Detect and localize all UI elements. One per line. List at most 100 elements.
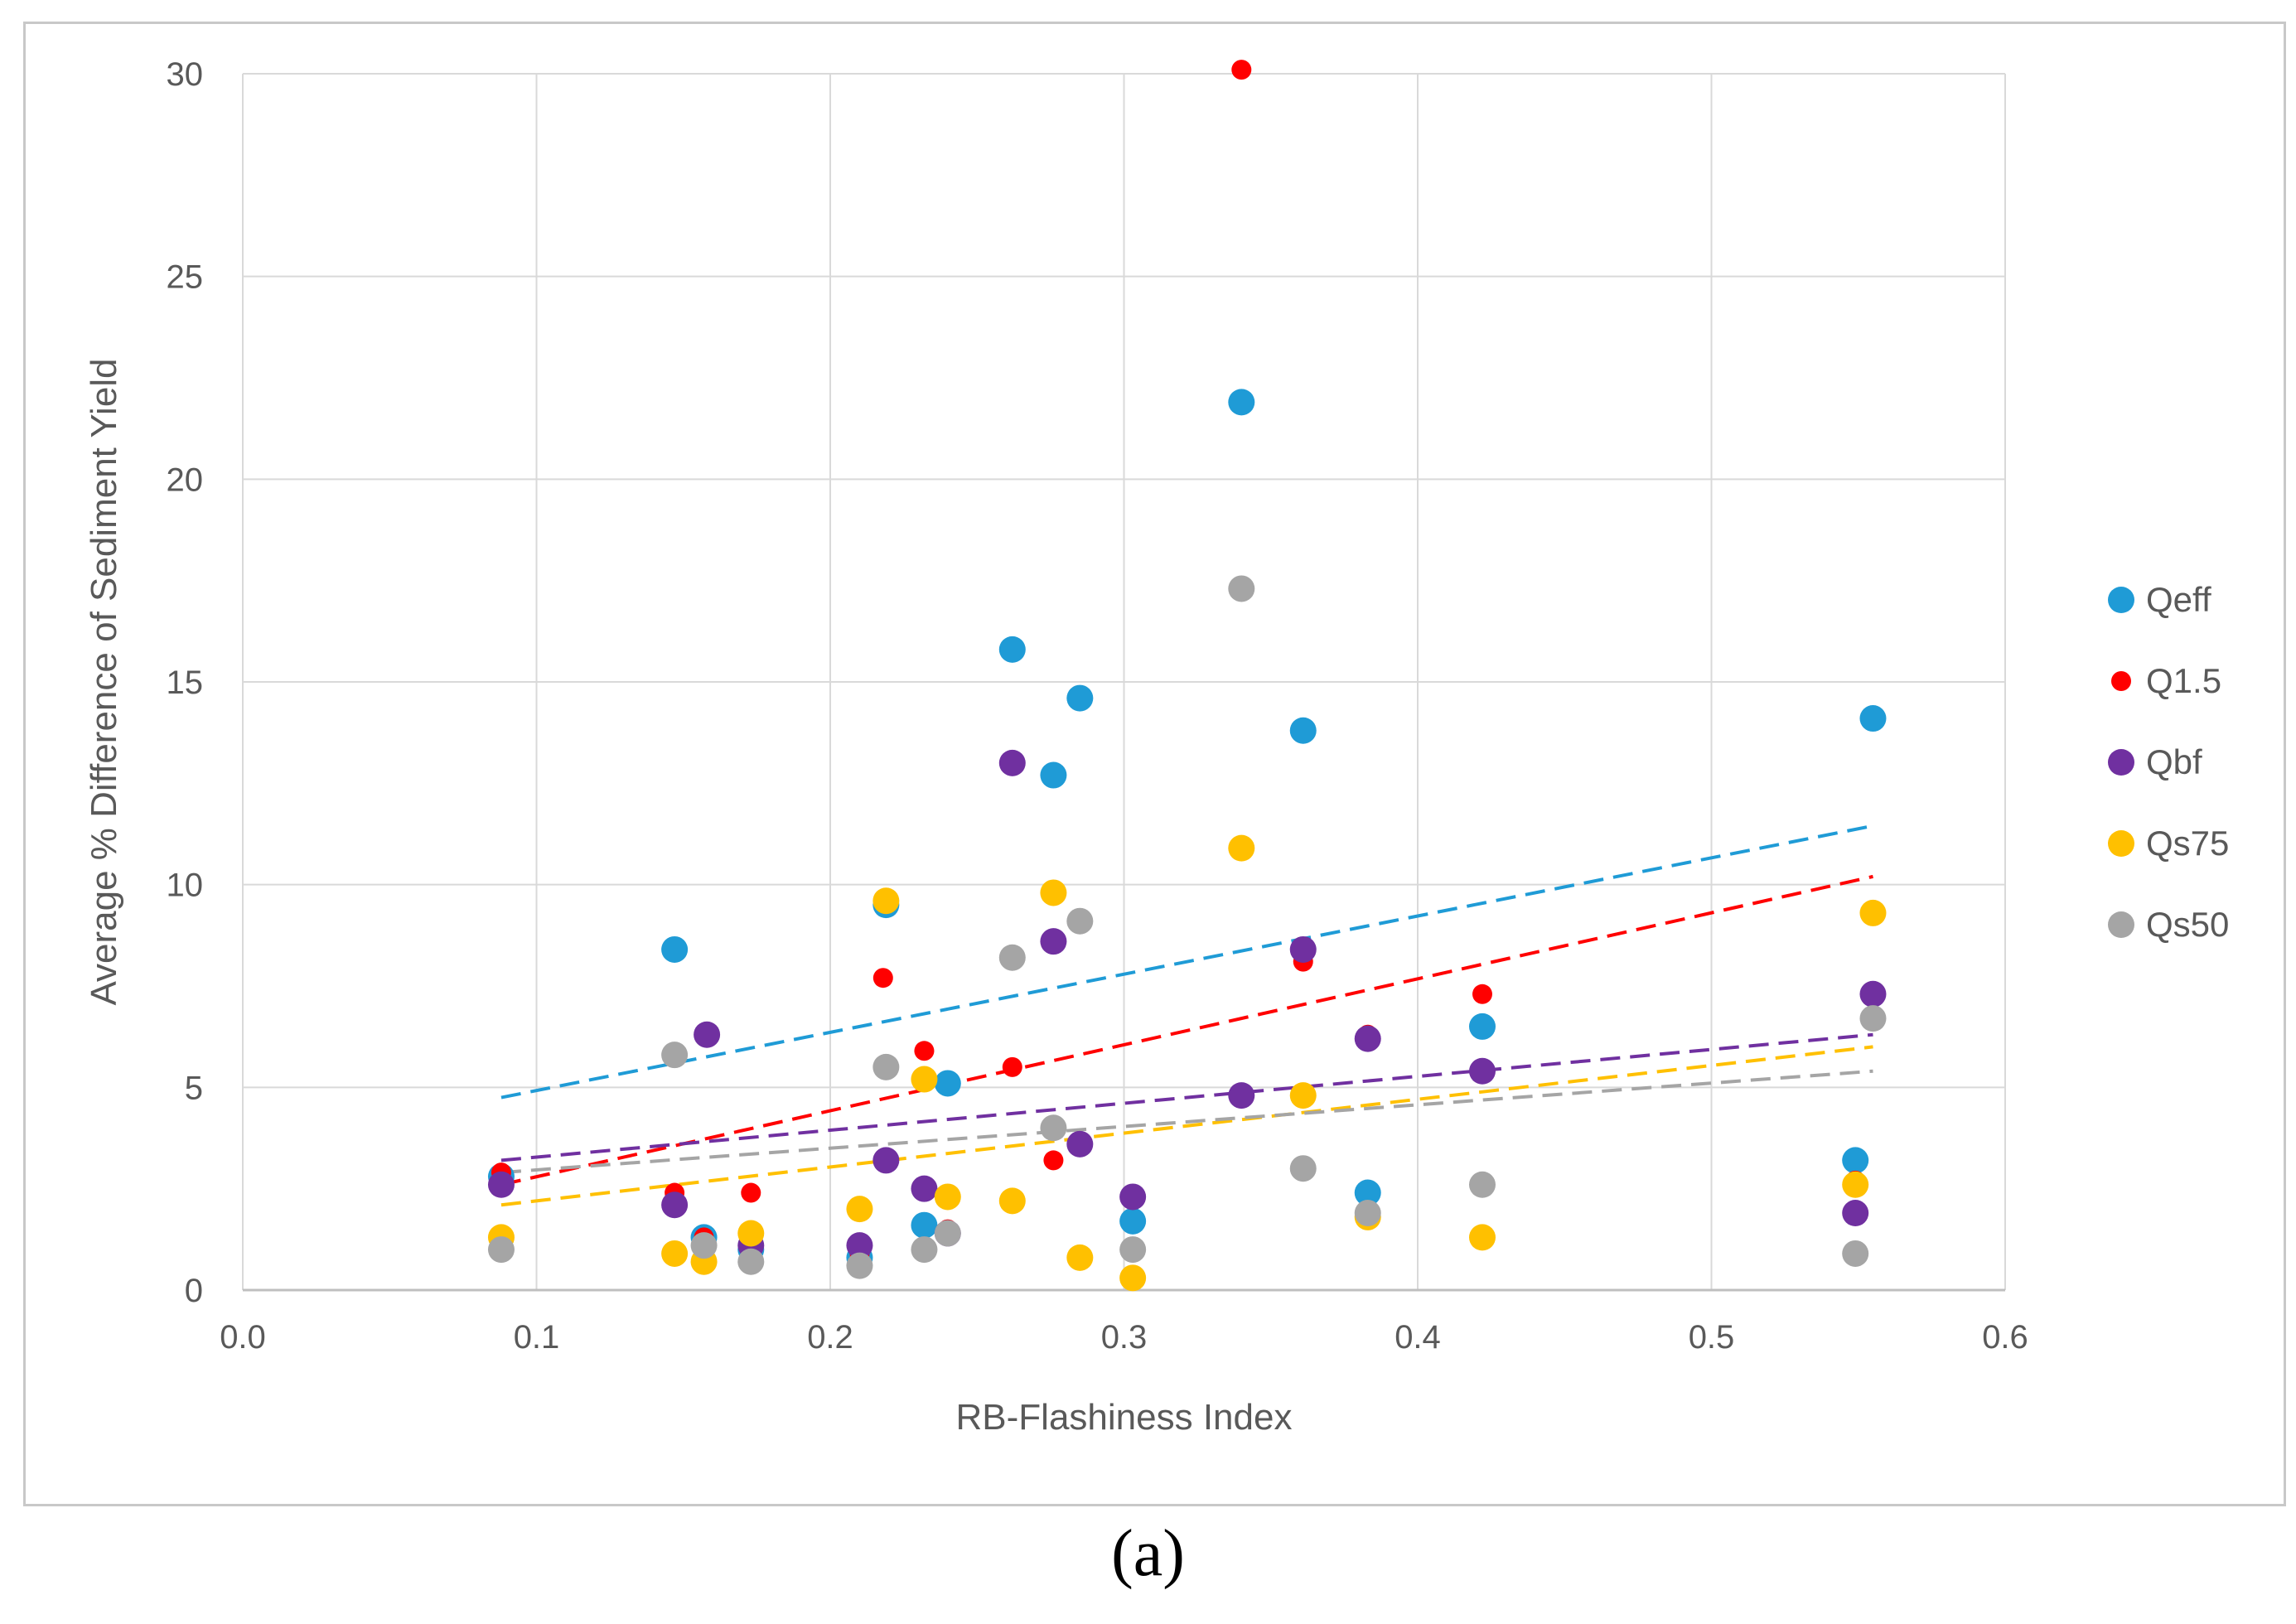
point-qs75: [1228, 834, 1255, 862]
point-qs75: [1859, 899, 1887, 926]
legend-label: Qs50: [2146, 905, 2229, 944]
point-qs50: [998, 944, 1026, 971]
point-qbf: [872, 1147, 900, 1174]
legend-marker: [2108, 830, 2134, 857]
point-qeff: [661, 935, 689, 963]
y-tick-label: 10: [167, 868, 204, 904]
point-qbf: [1354, 1025, 1381, 1052]
legend-label: Q1.5: [2146, 661, 2221, 700]
point-qs75: [661, 1240, 689, 1267]
point-q15: [1472, 984, 1492, 1004]
point-q15: [914, 1041, 935, 1061]
point-qs75: [1289, 1082, 1317, 1109]
x-tick-label: 0.5: [1689, 1319, 1735, 1356]
point-qs50: [661, 1042, 689, 1069]
x-tick-label: 0.4: [1395, 1319, 1441, 1356]
point-qeff: [1354, 1179, 1381, 1206]
point-qbf: [1289, 935, 1317, 963]
y-axis-title: Average % Difference of Sediment Yield: [84, 358, 124, 1005]
point-qs50: [737, 1248, 765, 1275]
x-tick-label: 0.1: [514, 1319, 560, 1356]
legend-label: Qs75: [2146, 824, 2229, 863]
point-qs75: [911, 1066, 938, 1093]
point-qeff: [1040, 761, 1067, 789]
point-qbf: [661, 1191, 689, 1219]
y-tick-label: 25: [167, 259, 204, 296]
point-qbf: [846, 1232, 873, 1259]
point-qs75: [1040, 879, 1067, 906]
grid-lines: [242, 73, 2006, 1290]
point-qs50: [1468, 1171, 1496, 1198]
x-axis-title: RB-Flashiness Index: [956, 1397, 1293, 1438]
legend-marker: [2108, 911, 2134, 938]
point-qs50: [846, 1252, 873, 1279]
point-qs75: [1468, 1224, 1496, 1251]
point-qeff: [1859, 705, 1887, 732]
point-q15: [872, 968, 893, 988]
point-qeff: [1066, 684, 1094, 712]
point-qbf: [1040, 928, 1067, 955]
point-qs50: [487, 1236, 515, 1264]
point-qbf: [998, 749, 1026, 776]
point-qeff: [1842, 1147, 1869, 1174]
point-qeff: [911, 1211, 938, 1239]
trendline-qeff: [500, 824, 1873, 1100]
point-qs50: [934, 1220, 961, 1247]
trendline-qs75: [500, 1045, 1873, 1207]
point-qbf: [694, 1021, 721, 1048]
trendline-q15: [500, 874, 1873, 1187]
point-q15: [1043, 1150, 1064, 1171]
point-qbf: [1468, 1057, 1496, 1085]
point-qs50: [1119, 1236, 1147, 1264]
point-qs75: [846, 1196, 873, 1223]
data-points: [487, 60, 1887, 1292]
legend-marker: [2108, 587, 2134, 613]
x-tick-label: 0.0: [220, 1319, 266, 1356]
point-qs50: [911, 1236, 938, 1264]
legend: Qeff Q1.5 Qbf Qs75 Qs50: [2108, 580, 2229, 944]
point-q15: [1002, 1056, 1022, 1077]
trendline-qs50: [500, 1069, 1873, 1175]
y-tick-label: 20: [167, 462, 204, 498]
point-qeff: [1468, 1013, 1496, 1040]
y-tick-label: 15: [167, 665, 204, 701]
point-q15: [741, 1182, 761, 1203]
x-tick-label: 0.3: [1101, 1319, 1148, 1356]
y-tick-label: 30: [167, 56, 204, 93]
point-qs75: [737, 1220, 765, 1247]
point-qeff: [998, 636, 1026, 663]
point-qs50: [1289, 1155, 1317, 1182]
point-q15: [1231, 60, 1252, 80]
point-qeff: [1119, 1207, 1147, 1235]
point-qs50: [1842, 1240, 1869, 1267]
point-qeff: [1228, 389, 1255, 416]
legend-marker: [2108, 749, 2134, 776]
point-qs75: [934, 1183, 961, 1211]
trend-lines: [500, 824, 1873, 1207]
point-qbf: [1119, 1183, 1147, 1211]
point-qs75: [1842, 1171, 1869, 1198]
point-qs50: [690, 1232, 718, 1259]
point-qs50: [1228, 575, 1255, 602]
legend-label: Qeff: [2146, 580, 2211, 619]
point-qs50: [1859, 1005, 1887, 1032]
y-tick-label: 5: [185, 1070, 203, 1106]
tick-labels: 0 5 10 15 20 25 30 0.0 0.1 0.2 0.3 0.4 0.5 0.6: [167, 56, 2028, 1356]
x-tick-label: 0.2: [807, 1319, 853, 1356]
legend-label: Qbf: [2146, 742, 2202, 781]
point-qs50: [872, 1053, 900, 1080]
point-qs75: [998, 1187, 1026, 1215]
point-qs50: [1354, 1200, 1381, 1227]
trendline-qbf: [500, 1032, 1873, 1162]
point-qbf: [1842, 1200, 1869, 1227]
legend-marker: [2111, 671, 2131, 691]
point-qbf: [911, 1175, 938, 1202]
figure-caption: (a): [1111, 1517, 1185, 1590]
point-qbf: [1066, 1130, 1094, 1158]
point-qs50: [1066, 907, 1094, 935]
point-qbf: [1228, 1082, 1255, 1109]
point-qeff: [934, 1070, 961, 1097]
point-qs75: [1119, 1264, 1147, 1292]
point-qs75: [1066, 1244, 1094, 1271]
